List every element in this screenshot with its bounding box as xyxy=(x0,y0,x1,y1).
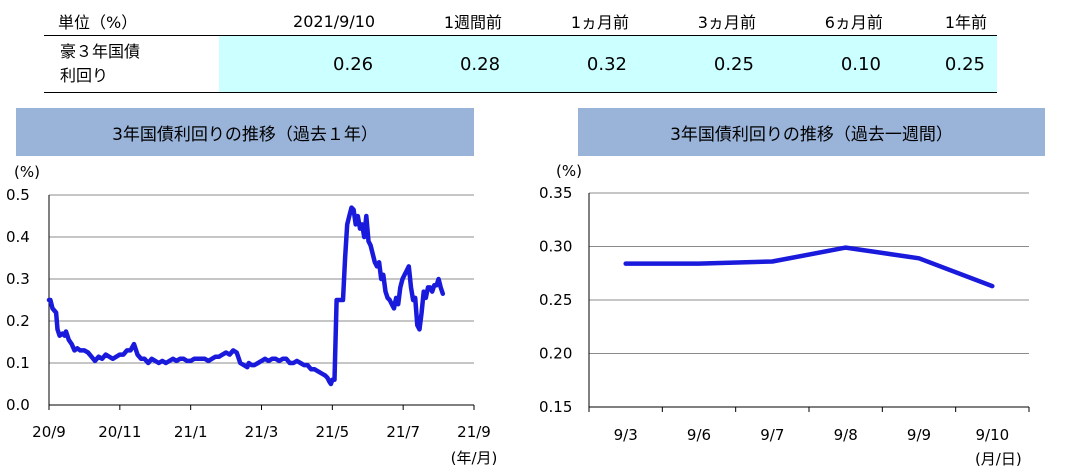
chart2-xtick-label: 9/8 xyxy=(834,426,858,444)
chart1-xtick-label: 21/9 xyxy=(457,423,491,441)
chart1-ytick-label: 0.2 xyxy=(6,312,30,330)
chart2-ytick-label: 0.15 xyxy=(539,398,572,416)
row-label: 豪３年国債 利回り xyxy=(44,35,220,93)
value-6month: 0.10 xyxy=(765,35,893,93)
chart1-xtick-label: 21/5 xyxy=(315,423,349,441)
chart1-x-unit-label: (年/月) xyxy=(451,449,498,467)
yield-summary-table: 単位（%） 2021/9/10 1週間前 1ヵ月前 3ヵ月前 6ヵ月前 1年前 … xyxy=(44,7,997,93)
chart1-ytick-label: 0.0 xyxy=(6,396,30,414)
row-label-line1: 豪３年国債 xyxy=(60,42,141,61)
value-1month: 0.32 xyxy=(512,35,639,93)
chart2-ytick-label: 0.25 xyxy=(539,291,572,309)
chart1-ytick-label: 0.4 xyxy=(6,228,30,246)
header-date: 2021/9/10 xyxy=(219,7,386,36)
chart2-xtick-label: 9/9 xyxy=(907,426,931,444)
chart2-xtick-label: 9/10 xyxy=(975,426,1009,444)
value-3month: 0.25 xyxy=(639,35,766,93)
chart1-ytick-label: 0.3 xyxy=(6,270,30,288)
chart2-ytick-label: 0.35 xyxy=(539,184,572,202)
header-6month: 6ヵ月前 xyxy=(765,7,893,36)
chart1-xtick-label: 21/3 xyxy=(245,423,279,441)
value-1week: 0.28 xyxy=(385,35,513,93)
chart1-ytick-label: 0.5 xyxy=(6,186,30,204)
table-row: 豪３年国債 利回り 0.26 0.28 0.32 0.25 0.10 0.25 xyxy=(44,35,997,93)
chart2-ytick-label: 0.20 xyxy=(539,345,572,363)
header-1year: 1年前 xyxy=(892,7,997,36)
header-unit: 単位（%） xyxy=(44,7,220,36)
header-3month: 3ヵ月前 xyxy=(639,7,766,36)
chart1-unit-label: (%) xyxy=(14,163,40,181)
value-current: 0.26 xyxy=(219,35,386,93)
chart1-xtick-label: 21/1 xyxy=(174,423,208,441)
chart2-x-unit-label: (月/日) xyxy=(975,450,1022,468)
chart1-xtick-label: 20/11 xyxy=(98,423,141,441)
chart1-title: 3年国債利回りの推移（過去１年） xyxy=(16,108,474,156)
chart1-xtick-label: 21/7 xyxy=(386,423,420,441)
chart2-xtick-label: 9/3 xyxy=(614,426,638,444)
chart1-ytick-label: 0.1 xyxy=(6,354,30,372)
chart2-unit-label: (%) xyxy=(556,162,582,180)
chart2-ytick-label: 0.30 xyxy=(539,238,572,256)
table-header-row: 単位（%） 2021/9/10 1週間前 1ヵ月前 3ヵ月前 6ヵ月前 1年前 xyxy=(44,7,997,36)
chart2-xtick-label: 9/7 xyxy=(760,426,784,444)
chart2-xtick-label: 9/6 xyxy=(687,426,711,444)
chart1-series-line xyxy=(46,205,446,387)
chart1-xtick-label: 20/9 xyxy=(32,423,66,441)
header-1month: 1ヵ月前 xyxy=(512,7,639,36)
chart2-title: 3年国債利回りの推移（過去一週間） xyxy=(578,108,1045,156)
row-label-line2: 利回り xyxy=(60,66,109,85)
chart2-series-line xyxy=(623,245,995,289)
value-1year: 0.25 xyxy=(892,35,997,93)
header-1week: 1週間前 xyxy=(385,7,513,36)
